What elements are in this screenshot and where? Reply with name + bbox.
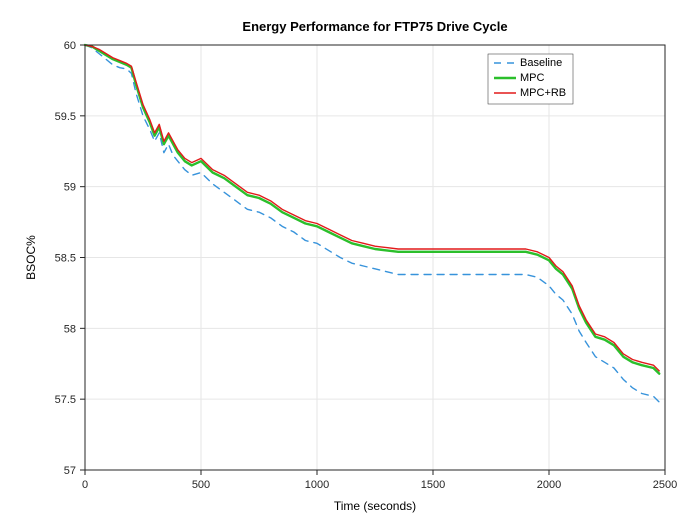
- y-tick-label: 60: [64, 40, 76, 52]
- x-tick-label: 500: [192, 479, 210, 491]
- x-tick-label: 1000: [305, 479, 329, 491]
- y-tick-label: 57.5: [55, 394, 76, 406]
- x-axis-label: Time (seconds): [334, 499, 416, 513]
- y-tick-label: 58.5: [55, 253, 76, 265]
- y-tick-label: 59: [64, 182, 76, 194]
- legend-label: Baseline: [520, 57, 562, 69]
- y-tick-label: 58: [64, 323, 76, 335]
- x-tick-label: 1500: [421, 479, 445, 491]
- x-tick-label: 2000: [537, 479, 561, 491]
- chart-title: Energy Performance for FTP75 Drive Cycle: [242, 19, 507, 34]
- y-tick-label: 59.5: [55, 111, 76, 123]
- x-tick-label: 0: [82, 479, 88, 491]
- y-axis-label: BSOC%: [24, 235, 38, 280]
- x-tick-label: 2500: [653, 479, 677, 491]
- chart-container: 0 500 1000 1500 2000 2500 57 57.5 58 58.5 59 59.5 60…: [0, 0, 700, 525]
- legend-label: MPC+RB: [520, 87, 566, 99]
- y-tick-label: 57: [64, 465, 76, 477]
- line-chart: 0 500 1000 1500 2000 2500 57 57.5 58 58.5 59 59.5 60…: [0, 0, 700, 525]
- legend-label: MPC: [520, 72, 545, 84]
